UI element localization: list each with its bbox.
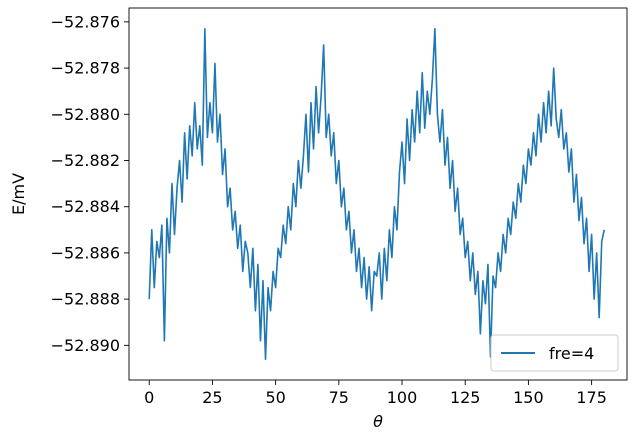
plot-area-border: [128, 7, 628, 381]
y-tick-label: −52.876: [51, 12, 120, 31]
y-tick-label: −52.880: [51, 105, 120, 124]
legend-label-fre4: fre=4: [549, 344, 594, 363]
y-tick-label: −52.878: [51, 59, 120, 78]
y-tick-label: −52.890: [51, 336, 120, 355]
y-tick-label: −52.884: [51, 197, 120, 216]
x-tick-label: 100: [387, 388, 418, 407]
x-tick-label: 50: [265, 388, 285, 407]
x-axis-ticks: 0 25 50 75 100 125 150 175: [144, 380, 607, 407]
x-tick-label: 25: [202, 388, 222, 407]
x-tick-label: 150: [513, 388, 544, 407]
y-axis-label: E/mV: [9, 173, 28, 215]
series-line-0: [148, 27, 606, 361]
legend-box: [490, 334, 619, 372]
x-tick-label: 0: [144, 388, 154, 407]
legend: fre=4: [490, 334, 619, 372]
x-tick-label: 125: [450, 388, 481, 407]
x-tick-label: 175: [576, 388, 607, 407]
y-tick-label: −52.886: [51, 243, 120, 262]
series-layer: [148, 27, 606, 361]
x-tick-label: 75: [329, 388, 349, 407]
axes-frame: [128, 7, 628, 381]
y-axis-ticks: −52.890 −52.888 −52.886 −52.884 −52.882 −52.8…: [51, 12, 129, 355]
x-axis-label: θ: [373, 412, 383, 431]
y-tick-label: −52.888: [51, 290, 120, 309]
y-tick-label: −52.882: [51, 151, 120, 170]
